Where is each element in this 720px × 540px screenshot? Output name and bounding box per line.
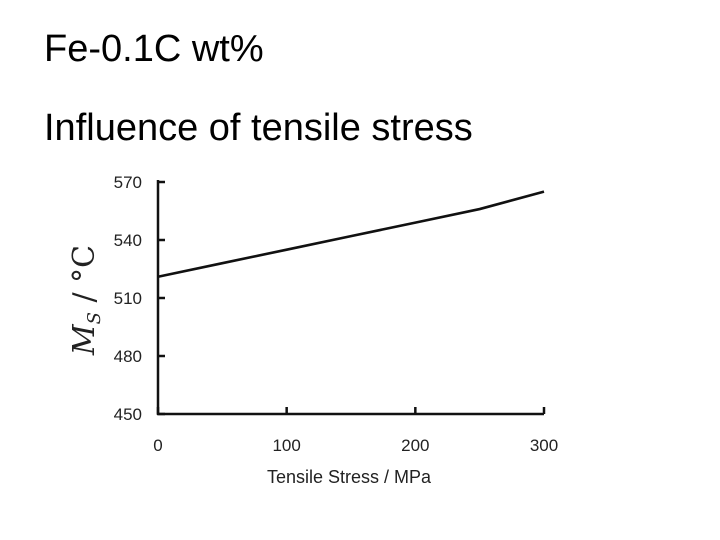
- y-axis-label-subscript: S: [84, 312, 105, 324]
- x-tick-label: 200: [401, 436, 429, 455]
- y-tick-label: 480: [114, 347, 142, 366]
- x-tick-label: 300: [530, 436, 558, 455]
- slide-title: Fe-0.1C wt%: [44, 28, 264, 70]
- x-ticks: 0 100 200 300: [153, 407, 558, 455]
- chart-axes: [156, 180, 544, 416]
- series-line: [157, 190, 545, 279]
- y-tick-label: 570: [114, 173, 142, 192]
- slide-subtitle: Influence of tensile stress: [44, 107, 473, 149]
- y-axis-label-symbol: M: [67, 323, 102, 356]
- x-axis-label: Tensile Stress / MPa: [267, 467, 432, 487]
- y-tick-label: 540: [114, 231, 142, 250]
- x-tick-label: 100: [272, 436, 300, 455]
- y-tick-label: 510: [114, 289, 142, 308]
- y-ticks: 450 480 510 540 570: [114, 173, 165, 424]
- series-group: [157, 190, 545, 279]
- y-tick-label: 450: [114, 405, 142, 424]
- x-tick-label: 0: [153, 436, 162, 455]
- y-axis-label-unit: / °C: [67, 245, 102, 312]
- y-axis-label: MS / °C: [67, 245, 105, 356]
